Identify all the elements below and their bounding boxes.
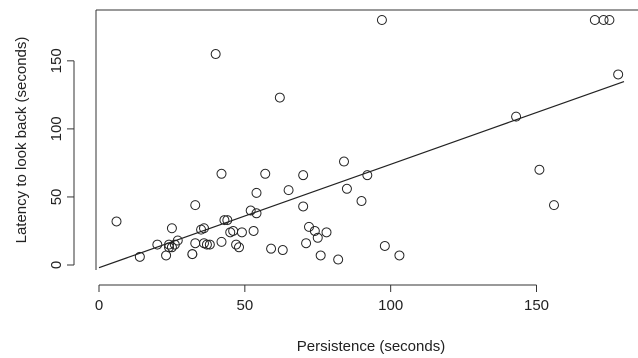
- y-tick-label: 100: [48, 116, 65, 141]
- data-point: [283, 185, 294, 196]
- y-tick-label: 150: [48, 48, 65, 73]
- data-point: [216, 236, 227, 247]
- regression-line: [98, 80, 625, 269]
- data-point: [228, 225, 239, 236]
- data-point: [604, 15, 615, 25]
- data-point: [315, 250, 326, 261]
- data-point: [190, 200, 201, 211]
- data-point: [172, 235, 183, 246]
- data-point: [379, 240, 390, 251]
- data-point: [301, 238, 312, 249]
- data-point: [248, 225, 259, 236]
- data-point: [166, 223, 177, 234]
- data-point: [298, 170, 309, 181]
- data-point: [598, 15, 609, 25]
- data-point: [339, 156, 349, 167]
- x-axis-title: Persistence (seconds): [297, 338, 445, 355]
- data-point: [204, 239, 215, 250]
- data-point: [152, 239, 163, 250]
- data-point: [166, 242, 177, 253]
- data-point: [234, 242, 244, 253]
- data-point: [356, 196, 367, 207]
- data-point: [216, 168, 227, 179]
- data-point: [266, 243, 277, 254]
- data-point: [312, 232, 323, 243]
- data-point: [394, 250, 405, 261]
- data-point: [236, 227, 247, 238]
- data-point: [298, 201, 309, 212]
- y-axis-ticks: 0 50 100 150: [48, 48, 74, 269]
- x-tick-label: 100: [378, 297, 403, 314]
- data-point: [309, 225, 320, 236]
- data-point: [251, 187, 262, 198]
- data-point: [210, 49, 221, 60]
- data-point: [534, 164, 545, 175]
- data-point: [201, 239, 212, 250]
- data-point: [274, 92, 285, 103]
- data-point: [277, 245, 288, 256]
- data-point: [321, 227, 332, 238]
- data-point: [190, 238, 201, 249]
- data-point: [376, 15, 387, 25]
- data-point: [245, 205, 256, 216]
- data-point: [511, 111, 522, 122]
- data-point: [134, 251, 145, 262]
- data-points: [111, 15, 624, 265]
- data-point: [260, 168, 271, 179]
- x-axis-ticks: 0 50 100 150: [95, 285, 549, 314]
- y-tick-label: 50: [48, 189, 65, 206]
- data-point: [549, 200, 559, 211]
- data-point: [341, 183, 352, 194]
- x-tick-label: 50: [236, 297, 253, 314]
- x-tick-label: 150: [524, 297, 549, 314]
- y-tick-label: 0: [48, 261, 65, 269]
- data-point: [613, 69, 624, 80]
- data-point: [231, 239, 242, 250]
- data-point: [333, 254, 344, 265]
- data-point: [111, 216, 122, 227]
- data-point: [161, 250, 172, 261]
- data-point: [187, 249, 198, 260]
- y-axis-title: Latency to look back (seconds): [13, 37, 30, 244]
- x-tick-label: 0: [95, 297, 103, 314]
- data-point: [219, 215, 230, 226]
- data-point: [589, 15, 600, 25]
- data-point: [362, 170, 373, 181]
